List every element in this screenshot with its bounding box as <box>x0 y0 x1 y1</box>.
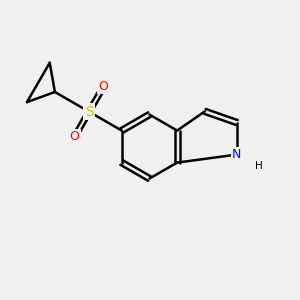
Text: O: O <box>70 130 80 143</box>
Text: O: O <box>99 80 109 93</box>
Text: H: H <box>256 161 263 171</box>
Text: N: N <box>232 148 242 161</box>
Text: S: S <box>85 105 93 119</box>
